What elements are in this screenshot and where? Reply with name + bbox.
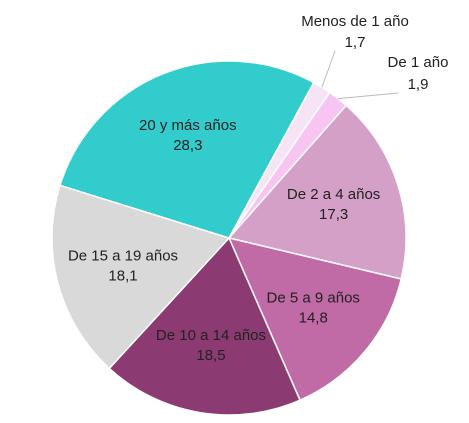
value-label: 18,5	[196, 347, 225, 364]
value-label: 1,9	[408, 76, 429, 93]
value-label: 28,3	[173, 137, 202, 154]
pie-slice	[227, 236, 403, 402]
slice-label: Menos de 1 año	[301, 13, 409, 30]
slice-label: De 5 a 9 años	[267, 289, 360, 306]
pie-slice	[59, 60, 315, 239]
leader-line	[321, 50, 336, 88]
slice-label: De 15 a 19 años	[68, 247, 178, 264]
slice-label: De 1 año	[388, 54, 449, 71]
value-label: 14,8	[299, 309, 328, 326]
slice-label: 20 y más años	[139, 117, 237, 134]
pie-slice	[108, 236, 301, 416]
slice-label: De 10 a 14 años	[156, 327, 266, 344]
value-label: 17,3	[319, 206, 348, 223]
leader-line	[338, 92, 399, 100]
pie-slice	[51, 184, 231, 370]
value-label: 1,7	[345, 34, 366, 51]
value-label: 18,1	[108, 267, 137, 284]
pie-slice	[227, 104, 407, 280]
slice-label: De 2 a 4 años	[287, 186, 380, 203]
